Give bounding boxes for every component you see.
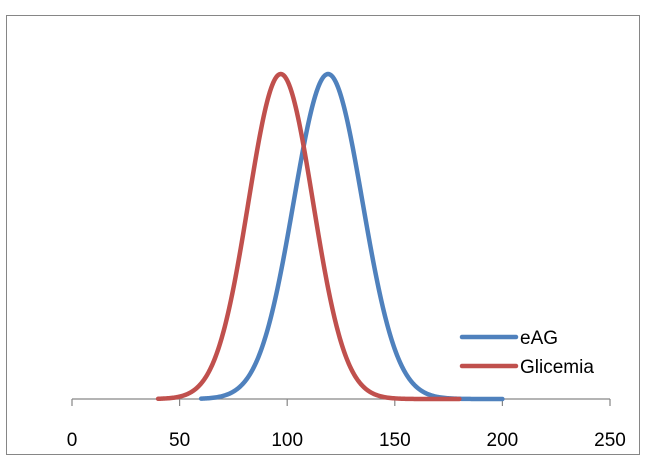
chart-area bbox=[6, 15, 640, 455]
legend-label-glicemia: Glicemia bbox=[520, 357, 594, 378]
legend-label-eag: eAG bbox=[520, 328, 558, 349]
x-tick-label: 50 bbox=[169, 430, 190, 451]
x-tick-label: 0 bbox=[67, 430, 78, 451]
series-line-eag bbox=[198, 71, 505, 402]
x-tick-label: 100 bbox=[271, 430, 303, 451]
series-line-glicemia bbox=[155, 71, 462, 402]
x-tick-label: 250 bbox=[594, 430, 626, 451]
x-tick-label: 200 bbox=[487, 430, 519, 451]
x-tick-label: 150 bbox=[379, 430, 411, 451]
